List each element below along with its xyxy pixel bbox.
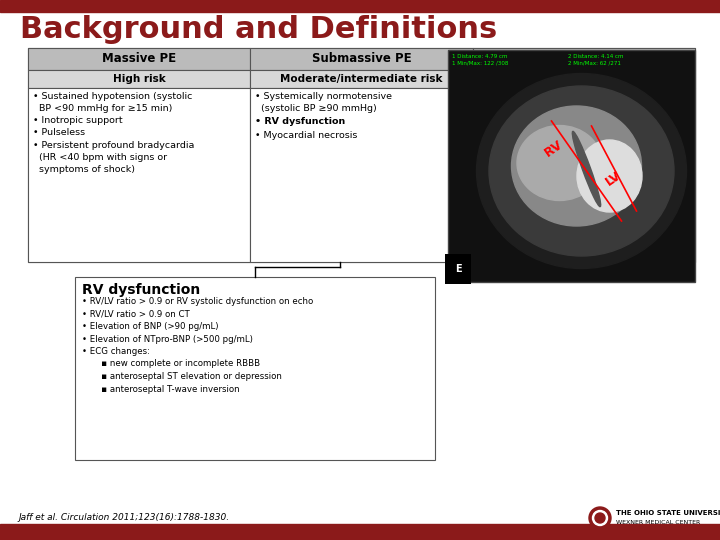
Ellipse shape (517, 125, 602, 200)
Text: WEXNER MEDICAL CENTER: WEXNER MEDICAL CENTER (616, 519, 701, 524)
Bar (251, 70, 472, 88)
Bar (28, 70, 251, 88)
Circle shape (595, 513, 605, 523)
Text: Background and Definitions: Background and Definitions (20, 16, 498, 44)
Text: • Elevation of NTpro-BNP (>500 pg/mL): • Elevation of NTpro-BNP (>500 pg/mL) (82, 334, 253, 343)
Ellipse shape (572, 131, 600, 207)
Bar (75, 277, 435, 460)
Ellipse shape (477, 73, 686, 268)
Text: • RV/LV ratio > 0.9 or RV systolic dysfunction on echo: • RV/LV ratio > 0.9 or RV systolic dysfu… (82, 297, 313, 306)
Text: RV: RV (542, 138, 565, 160)
Bar (0, 524, 720, 540)
Ellipse shape (489, 86, 674, 256)
Circle shape (593, 510, 608, 525)
Text: THE OHIO STATE UNIVERSITY: THE OHIO STATE UNIVERSITY (616, 510, 720, 516)
Bar (251, 88, 472, 262)
Text: • Myocardial necrosis: • Myocardial necrosis (256, 131, 358, 139)
Text: • Systemically normotensive
  (systolic BP ≥90 mmHg)
• No RV dysfunction
• No my: • Systemically normotensive (systolic BP… (477, 92, 615, 138)
Ellipse shape (577, 140, 642, 212)
Ellipse shape (511, 106, 642, 226)
Bar (448, 50, 695, 282)
Bar (472, 70, 695, 88)
Text: • RV/LV ratio > 0.9 on CT: • RV/LV ratio > 0.9 on CT (82, 309, 190, 319)
Text: • RV dysfunction: • RV dysfunction (256, 117, 346, 126)
Text: High risk: High risk (113, 74, 166, 84)
Text: Submassive PE: Submassive PE (312, 52, 411, 65)
Text: Moderate/intermediate risk: Moderate/intermediate risk (280, 74, 443, 84)
Text: • ECG changes:: • ECG changes: (82, 347, 150, 356)
Text: 2 Distance: 4.14 cm
2 Min/Max: 62 /271: 2 Distance: 4.14 cm 2 Min/Max: 62 /271 (568, 54, 624, 65)
Text: Jaff et al. Circulation 2011;123(16):1788-1830.: Jaff et al. Circulation 2011;123(16):178… (18, 514, 229, 523)
Text: • Systemically normotensive
  (systolic BP ≥90 mmHg): • Systemically normotensive (systolic BP… (256, 92, 392, 113)
Text: ▪ new complete or incomplete RBBB: ▪ new complete or incomplete RBBB (82, 360, 260, 368)
Text: Minor/Nonmassive PE: Minor/Nonmassive PE (512, 52, 655, 65)
Text: ▪ anteroseptal T-wave inversion: ▪ anteroseptal T-wave inversion (82, 384, 240, 394)
Text: • Sustained hypotension (systolic
  BP <90 mmHg for ≥15 min)
• Inotropic support: • Sustained hypotension (systolic BP <90… (33, 92, 194, 174)
Bar (251, 48, 472, 70)
Text: E: E (455, 264, 462, 274)
Bar (28, 48, 695, 262)
Bar (0, 0, 720, 12)
Text: RV dysfunction: RV dysfunction (82, 283, 200, 297)
Bar (28, 48, 251, 70)
Text: ▪ anteroseptal ST elevation or depression: ▪ anteroseptal ST elevation or depressio… (82, 372, 282, 381)
Text: 1 Distance: 4.79 cm
1 Min/Max: 122 /308: 1 Distance: 4.79 cm 1 Min/Max: 122 /308 (452, 54, 508, 65)
Text: LV: LV (603, 169, 624, 189)
Circle shape (589, 507, 611, 529)
Bar (472, 88, 695, 262)
Bar (28, 88, 251, 262)
Text: Low risk: Low risk (559, 74, 608, 84)
Text: • Elevation of BNP (>90 pg/mL): • Elevation of BNP (>90 pg/mL) (82, 322, 218, 331)
Text: Massive PE: Massive PE (102, 52, 176, 65)
Bar (472, 48, 695, 70)
